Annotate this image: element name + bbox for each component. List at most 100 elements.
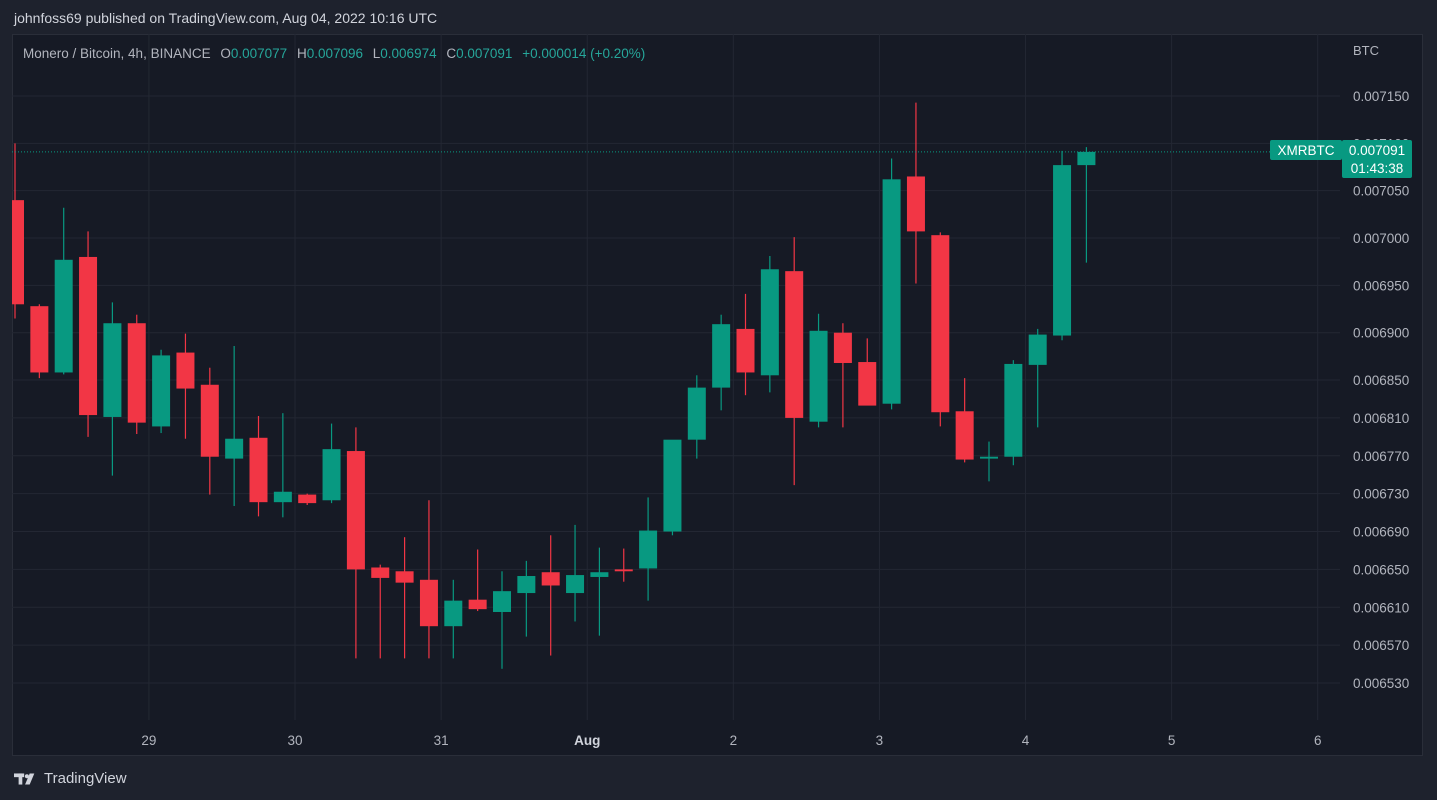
- candle-down[interactable]: [541, 535, 560, 656]
- candle-up[interactable]: [566, 524, 585, 622]
- candle-down[interactable]: [785, 237, 804, 486]
- footer: TradingView: [14, 770, 127, 787]
- candle-up[interactable]: [1004, 360, 1023, 466]
- candle-up[interactable]: [322, 423, 341, 504]
- candle-body: [1004, 363, 1023, 457]
- candle-body: [493, 591, 511, 612]
- candle-body: [1053, 165, 1072, 336]
- candle-body: [760, 269, 779, 376]
- candle-body: [322, 449, 341, 501]
- candle-down[interactable]: [346, 427, 365, 659]
- candle-body: [371, 567, 390, 578]
- candle-up[interactable]: [225, 345, 244, 506]
- candle-body: [858, 362, 877, 406]
- publisher-caption: johnfoss69 published on TradingView.com,…: [14, 10, 438, 26]
- y-tick-label: 0.007000: [1353, 231, 1409, 246]
- candle-up[interactable]: [590, 547, 609, 636]
- candle-down[interactable]: [395, 537, 414, 659]
- candle-down[interactable]: [371, 564, 390, 659]
- candle-body: [931, 235, 950, 413]
- candle-up[interactable]: [1028, 328, 1047, 428]
- candle-up[interactable]: [687, 375, 706, 459]
- candle-body: [54, 259, 73, 373]
- price-tag: 0.007091 01:43:38: [1342, 140, 1412, 178]
- legend-change: +0.000014 (+0.20%): [522, 46, 646, 61]
- candle-body: [1028, 334, 1047, 365]
- y-tick-label: 0.006810: [1353, 411, 1409, 426]
- y-tick-label: 0.007150: [1353, 89, 1409, 104]
- candle-down[interactable]: [79, 231, 98, 437]
- candle-up[interactable]: [663, 439, 682, 536]
- candle-body: [785, 271, 804, 418]
- candle-down[interactable]: [833, 323, 852, 428]
- candle-body: [736, 328, 755, 373]
- candle-body: [882, 179, 901, 404]
- ticker-tag-bg: [1270, 140, 1342, 160]
- candle-down[interactable]: [614, 548, 633, 582]
- x-tick-label: 6: [1314, 733, 1322, 748]
- candle-up[interactable]: [809, 313, 828, 428]
- candle-body: [225, 438, 244, 459]
- candle-up[interactable]: [980, 441, 998, 482]
- candle-down[interactable]: [736, 293, 755, 396]
- candle-up[interactable]: [54, 207, 73, 375]
- candle-up[interactable]: [639, 497, 658, 601]
- candle-body: [517, 576, 536, 594]
- y-tick-label: 0.006530: [1353, 676, 1409, 691]
- candle-up[interactable]: [152, 349, 171, 434]
- candle-up[interactable]: [273, 413, 292, 518]
- candle-down[interactable]: [176, 333, 195, 439]
- candle-down[interactable]: [200, 367, 219, 495]
- x-tick-label: 4: [1022, 733, 1030, 748]
- candle-up[interactable]: [712, 314, 731, 411]
- candle-down[interactable]: [468, 549, 487, 612]
- candle-body: [833, 332, 852, 363]
- candle-body: [30, 306, 49, 373]
- candle-up[interactable]: [103, 302, 122, 476]
- x-tick-label: Aug: [574, 733, 600, 748]
- legend-high: H0.007096: [296, 46, 363, 61]
- y-tick-label: 0.006610: [1353, 600, 1409, 615]
- candlestick-chart[interactable]: 0.0071500.0071000.0070500.0070000.006950…: [12, 34, 1423, 756]
- candle-body: [298, 494, 317, 504]
- candle-body: [249, 437, 268, 503]
- candle-down[interactable]: [931, 232, 950, 427]
- candle-down[interactable]: [858, 338, 877, 406]
- candle-down[interactable]: [249, 416, 268, 517]
- candle-down[interactable]: [906, 102, 925, 284]
- candle-down[interactable]: [127, 314, 146, 434]
- candle-down[interactable]: [419, 500, 438, 659]
- currency-label: BTC: [1353, 43, 1379, 58]
- candle-body: [152, 355, 171, 427]
- ticker-tag-label: XMRBTC: [1278, 143, 1335, 158]
- y-tick-label: 0.006850: [1353, 373, 1409, 388]
- candle-up[interactable]: [1077, 147, 1096, 263]
- candle-up[interactable]: [760, 256, 779, 393]
- y-tick-label: 0.006570: [1353, 638, 1409, 653]
- legend-symbol: Monero / Bitcoin, 4h, BINANCE: [23, 46, 211, 61]
- candle-down[interactable]: [955, 378, 974, 463]
- candle-up[interactable]: [882, 158, 901, 410]
- candle-down[interactable]: [30, 304, 49, 379]
- candle-down[interactable]: [12, 143, 24, 319]
- candle-down[interactable]: [298, 493, 317, 506]
- candle-body: [444, 600, 463, 627]
- candle-body: [687, 387, 706, 440]
- legend-open: O0.007077: [220, 46, 288, 61]
- candle-up[interactable]: [444, 579, 463, 659]
- candle-body: [419, 579, 438, 627]
- chart-frame[interactable]: [12, 34, 1423, 756]
- candle-up[interactable]: [517, 560, 536, 637]
- candle-up[interactable]: [1053, 150, 1072, 341]
- candle-body: [590, 572, 609, 577]
- candle-body: [103, 323, 122, 417]
- tradingview-logo-icon: [14, 772, 35, 785]
- candle-up[interactable]: [493, 571, 511, 669]
- grid-lines: [12, 34, 1340, 720]
- candles: [12, 102, 1096, 669]
- candle-body: [395, 571, 414, 583]
- ticker-tag: XMRBTC: [1270, 140, 1342, 160]
- candle-body: [980, 456, 998, 459]
- y-tick-label: 0.006900: [1353, 326, 1409, 341]
- x-tick-label: 30: [288, 733, 303, 748]
